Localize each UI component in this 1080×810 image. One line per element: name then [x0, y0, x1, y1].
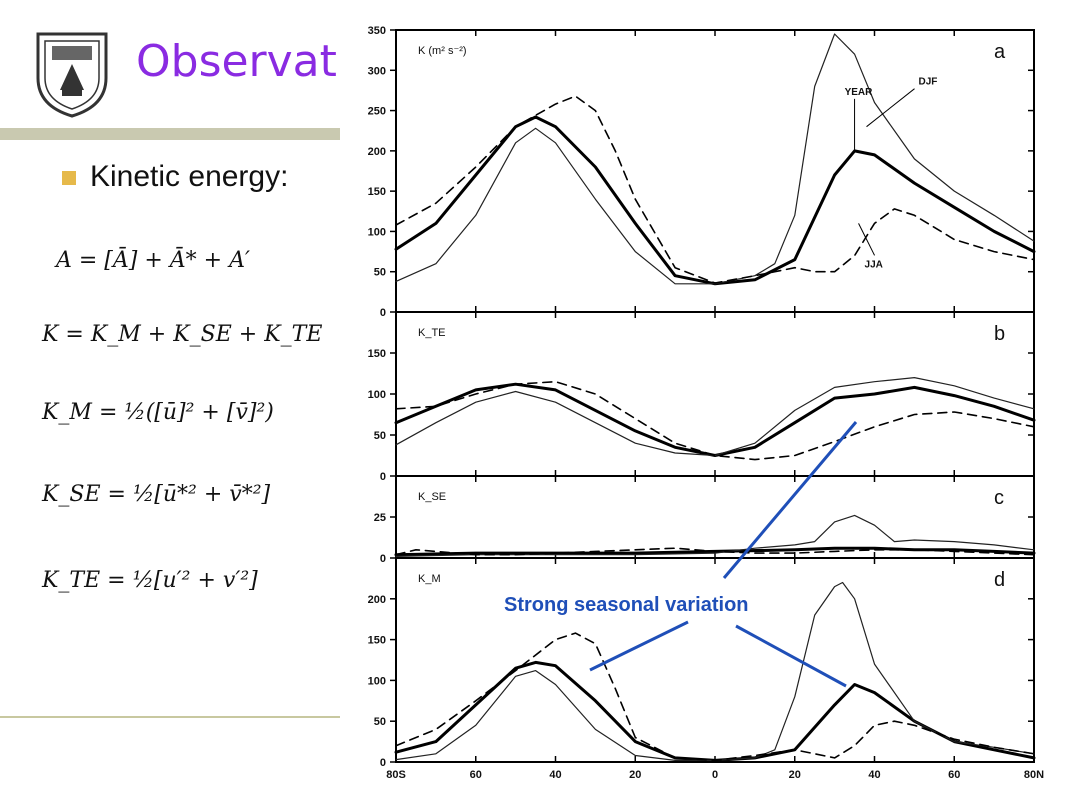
- y-tick-label-a-200: 200: [368, 146, 386, 158]
- annotation-arrow-jja: [858, 223, 875, 256]
- x-tick-label-40: 40: [868, 769, 880, 781]
- y-tick-label-b-50: 50: [374, 430, 386, 442]
- x-tick-label--40: 40: [549, 769, 561, 781]
- equation-km: K_M = ½([ū]² + [v̄]²): [42, 400, 274, 425]
- y-tick-label-d-150: 150: [368, 635, 386, 647]
- series-a-year: [394, 115, 1036, 286]
- series-b-djf: [395, 377, 1035, 457]
- panel-frame-d: [395, 557, 1035, 763]
- y-tick-label-b-0: 0: [380, 471, 386, 483]
- annotation-text: Strong seasonal variation: [504, 594, 749, 616]
- x-tick-label--80: 80S: [386, 769, 406, 781]
- equation-a: A = [Ā] + Ā* + A′: [56, 248, 250, 273]
- series-d-jja: [395, 632, 1035, 762]
- y-tick-label-a-100: 100: [368, 226, 386, 238]
- bullet-text: Kinetic energy:: [90, 160, 289, 193]
- annotation-arrow-djf: [866, 88, 915, 128]
- y-tick-label-a-150: 150: [368, 186, 386, 198]
- panel-ylabel-a: K (m² s⁻²): [418, 45, 467, 57]
- x-tick-label--20: 20: [629, 769, 641, 781]
- series-a-djf: [395, 33, 1035, 285]
- panel-label-c: c: [994, 487, 1004, 509]
- bullet-kinetic-energy: Kinetic energy:: [62, 160, 288, 194]
- x-tick-label-20: 20: [789, 769, 801, 781]
- panel-label-a: a: [994, 41, 1006, 63]
- panel-frame-c: [395, 475, 1035, 559]
- y-tick-label-a-300: 300: [368, 65, 386, 77]
- y-tick-label-a-50: 50: [374, 267, 386, 279]
- series-a-jja: [395, 95, 1035, 284]
- x-tick-label--60: 60: [470, 769, 482, 781]
- panel-label-b: b: [994, 323, 1005, 345]
- y-tick-label-d-200: 200: [368, 594, 386, 606]
- y-tick-label-a-250: 250: [368, 106, 386, 118]
- y-tick-label-c-0: 0: [380, 553, 386, 565]
- panel-frame-a: [395, 29, 1035, 313]
- y-tick-label-a-350: 350: [368, 25, 386, 37]
- footer-line-left: [0, 716, 340, 718]
- annotation-label-jja: JJA: [865, 259, 883, 270]
- y-tick-label-b-150: 150: [368, 348, 386, 360]
- panel-ylabel-c: K_SE: [418, 491, 446, 503]
- x-tick-label-80: 80N: [1024, 769, 1044, 781]
- y-tick-label-b-100: 100: [368, 389, 386, 401]
- x-tick-label-60: 60: [948, 769, 960, 781]
- y-tick-label-d-0: 0: [380, 757, 386, 769]
- panel-label-d: d: [994, 569, 1005, 591]
- x-tick-label-0: 0: [712, 769, 718, 781]
- slide-title: Observat: [136, 36, 337, 87]
- y-tick-label-d-50: 50: [374, 716, 386, 728]
- y-tick-label-a-0: 0: [380, 307, 386, 319]
- equation-k: K = K_M + K_SE + K_TE: [42, 322, 323, 347]
- bullet-square-icon: [62, 171, 76, 186]
- y-tick-label-c-25: 25: [374, 512, 386, 524]
- series-c-jja: [395, 547, 1035, 556]
- panel-ylabel-d: K_M: [418, 573, 441, 585]
- series-b-year: [394, 382, 1036, 457]
- series-b-jja: [395, 380, 1035, 461]
- header-bar: [0, 128, 340, 140]
- panel-frame-b: [395, 311, 1035, 477]
- equation-kse: K_SE = ½[ū*² + v̄*²]: [42, 482, 271, 507]
- university-logo: [36, 32, 108, 118]
- series-d-year: [394, 660, 1036, 762]
- annotation-label-djf: DJF: [919, 77, 938, 88]
- equation-kte: K_TE = ½[u′² + v′²]: [42, 568, 258, 593]
- annotation-label-year: YEAR: [845, 87, 874, 98]
- y-tick-label-d-100: 100: [368, 675, 386, 687]
- panel-ylabel-b: K_TE: [418, 327, 446, 339]
